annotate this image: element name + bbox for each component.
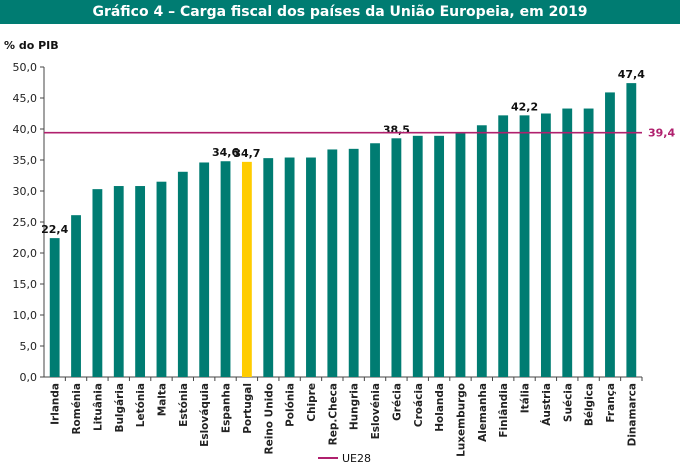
bar-Suécia xyxy=(562,108,573,377)
bar-Rep.Checa xyxy=(327,149,338,377)
bar-Reino Unido xyxy=(263,158,274,377)
x-tick-label: França xyxy=(605,383,617,423)
x-tick-label: Grécia xyxy=(391,383,403,421)
y-tick-label: 5,0 xyxy=(20,340,38,353)
y-tick-label: 35,0 xyxy=(13,154,38,167)
x-tick-label: Suécia xyxy=(562,383,574,422)
x-tick-label: Portugal xyxy=(242,383,254,434)
bar-Finlândia xyxy=(498,115,509,378)
x-tick-label: Áustria xyxy=(540,383,553,426)
y-tick-label: 10,0 xyxy=(13,309,38,322)
x-tick-label: Finlândia xyxy=(498,383,510,438)
bar-Hungria xyxy=(348,148,359,377)
bar-Polónia xyxy=(284,157,295,377)
bar-Letónia xyxy=(135,186,146,377)
y-tick-label: 20,0 xyxy=(13,247,38,260)
data-label: 47,4 xyxy=(618,68,645,81)
bar-Bélgica xyxy=(583,108,594,377)
x-tick-label: Eslováquia xyxy=(199,383,211,447)
bar-Irlanda xyxy=(49,238,60,377)
bar-França xyxy=(605,92,615,378)
x-tick-label: Hungria xyxy=(349,383,361,430)
data-label: 22,4 xyxy=(41,223,68,236)
y-tick-label: 50,0 xyxy=(13,61,38,74)
data-label: 34,7 xyxy=(233,147,260,160)
bar-Eslováquia xyxy=(199,162,210,377)
x-tick-label: Letónia xyxy=(135,383,147,427)
y-tick-label: 0,0 xyxy=(20,371,38,384)
legend-label-ue28: UE28 xyxy=(342,452,371,465)
bar-Espanha xyxy=(220,161,231,377)
bar-Holanda xyxy=(434,135,445,377)
bar-Chipre xyxy=(306,157,316,377)
x-tick-label: Eslovénia xyxy=(370,383,382,439)
bar-Lituânia xyxy=(92,189,103,377)
bar-Luxemburgo xyxy=(455,132,466,377)
x-tick-label: Bélgica xyxy=(584,383,596,426)
bar-Dinamarca xyxy=(626,83,637,377)
bar-Alemanha xyxy=(476,125,487,377)
bar-Portugal xyxy=(241,161,252,377)
bar-Áustria xyxy=(540,113,551,377)
bar-Roménia xyxy=(71,215,81,377)
x-tick-label: Malta xyxy=(156,383,168,416)
bar-Bulgária xyxy=(113,186,124,377)
bar-Eslovénia xyxy=(370,143,380,377)
bar-Croácia xyxy=(412,135,423,377)
x-tick-label: Itália xyxy=(520,383,532,413)
x-tick-label: Alemanha xyxy=(477,383,489,442)
x-tick-label: Lituânia xyxy=(92,383,104,431)
x-tick-label: Roménia xyxy=(71,383,83,435)
bar-Grécia xyxy=(391,138,402,377)
chart-title: Gráfico 4 – Carga fiscal dos países da U… xyxy=(92,4,588,20)
bar-Estónia xyxy=(177,171,188,377)
x-tick-label: Bulgária xyxy=(114,383,126,433)
x-tick-label: Rep.Checa xyxy=(327,383,339,445)
bar-chart: % do PIB 0,0 5,0 10,0 15,0 20,0 25,0 30,0 35,0 40… xyxy=(4,39,675,465)
x-tick-label: Dinamarca xyxy=(626,383,638,446)
x-tick-label: Croácia xyxy=(413,383,425,427)
data-label: 38,5 xyxy=(383,123,410,136)
x-tick-label: Luxemburgo xyxy=(455,383,467,457)
y-tick-label: 30,0 xyxy=(13,185,38,198)
y-axis-label: % do PIB xyxy=(4,39,59,52)
x-tick-label: Reino Unido xyxy=(263,383,275,454)
x-tick-label: Espanha xyxy=(221,383,233,433)
x-tick-label: Irlanda xyxy=(50,383,62,425)
x-tick-label: Holanda xyxy=(434,383,446,432)
data-label: 34,6 xyxy=(212,146,239,159)
bar-Malta xyxy=(156,181,167,377)
y-tick-label: 15,0 xyxy=(13,278,38,291)
x-tick-label: Polónia xyxy=(285,383,297,427)
y-tick-label: 40,0 xyxy=(13,123,38,136)
x-tick-label: Chipre xyxy=(306,383,318,422)
chart-title-bar: Gráfico 4 – Carga fiscal dos países da U… xyxy=(0,0,680,24)
y-tick-label: 25,0 xyxy=(13,216,38,229)
x-tick-label: Estónia xyxy=(178,383,190,427)
y-tick-label: 45,0 xyxy=(13,92,38,105)
bar-Itália xyxy=(519,115,530,378)
reference-line-label: 39,4 xyxy=(648,127,675,140)
data-label: 42,2 xyxy=(511,100,538,113)
